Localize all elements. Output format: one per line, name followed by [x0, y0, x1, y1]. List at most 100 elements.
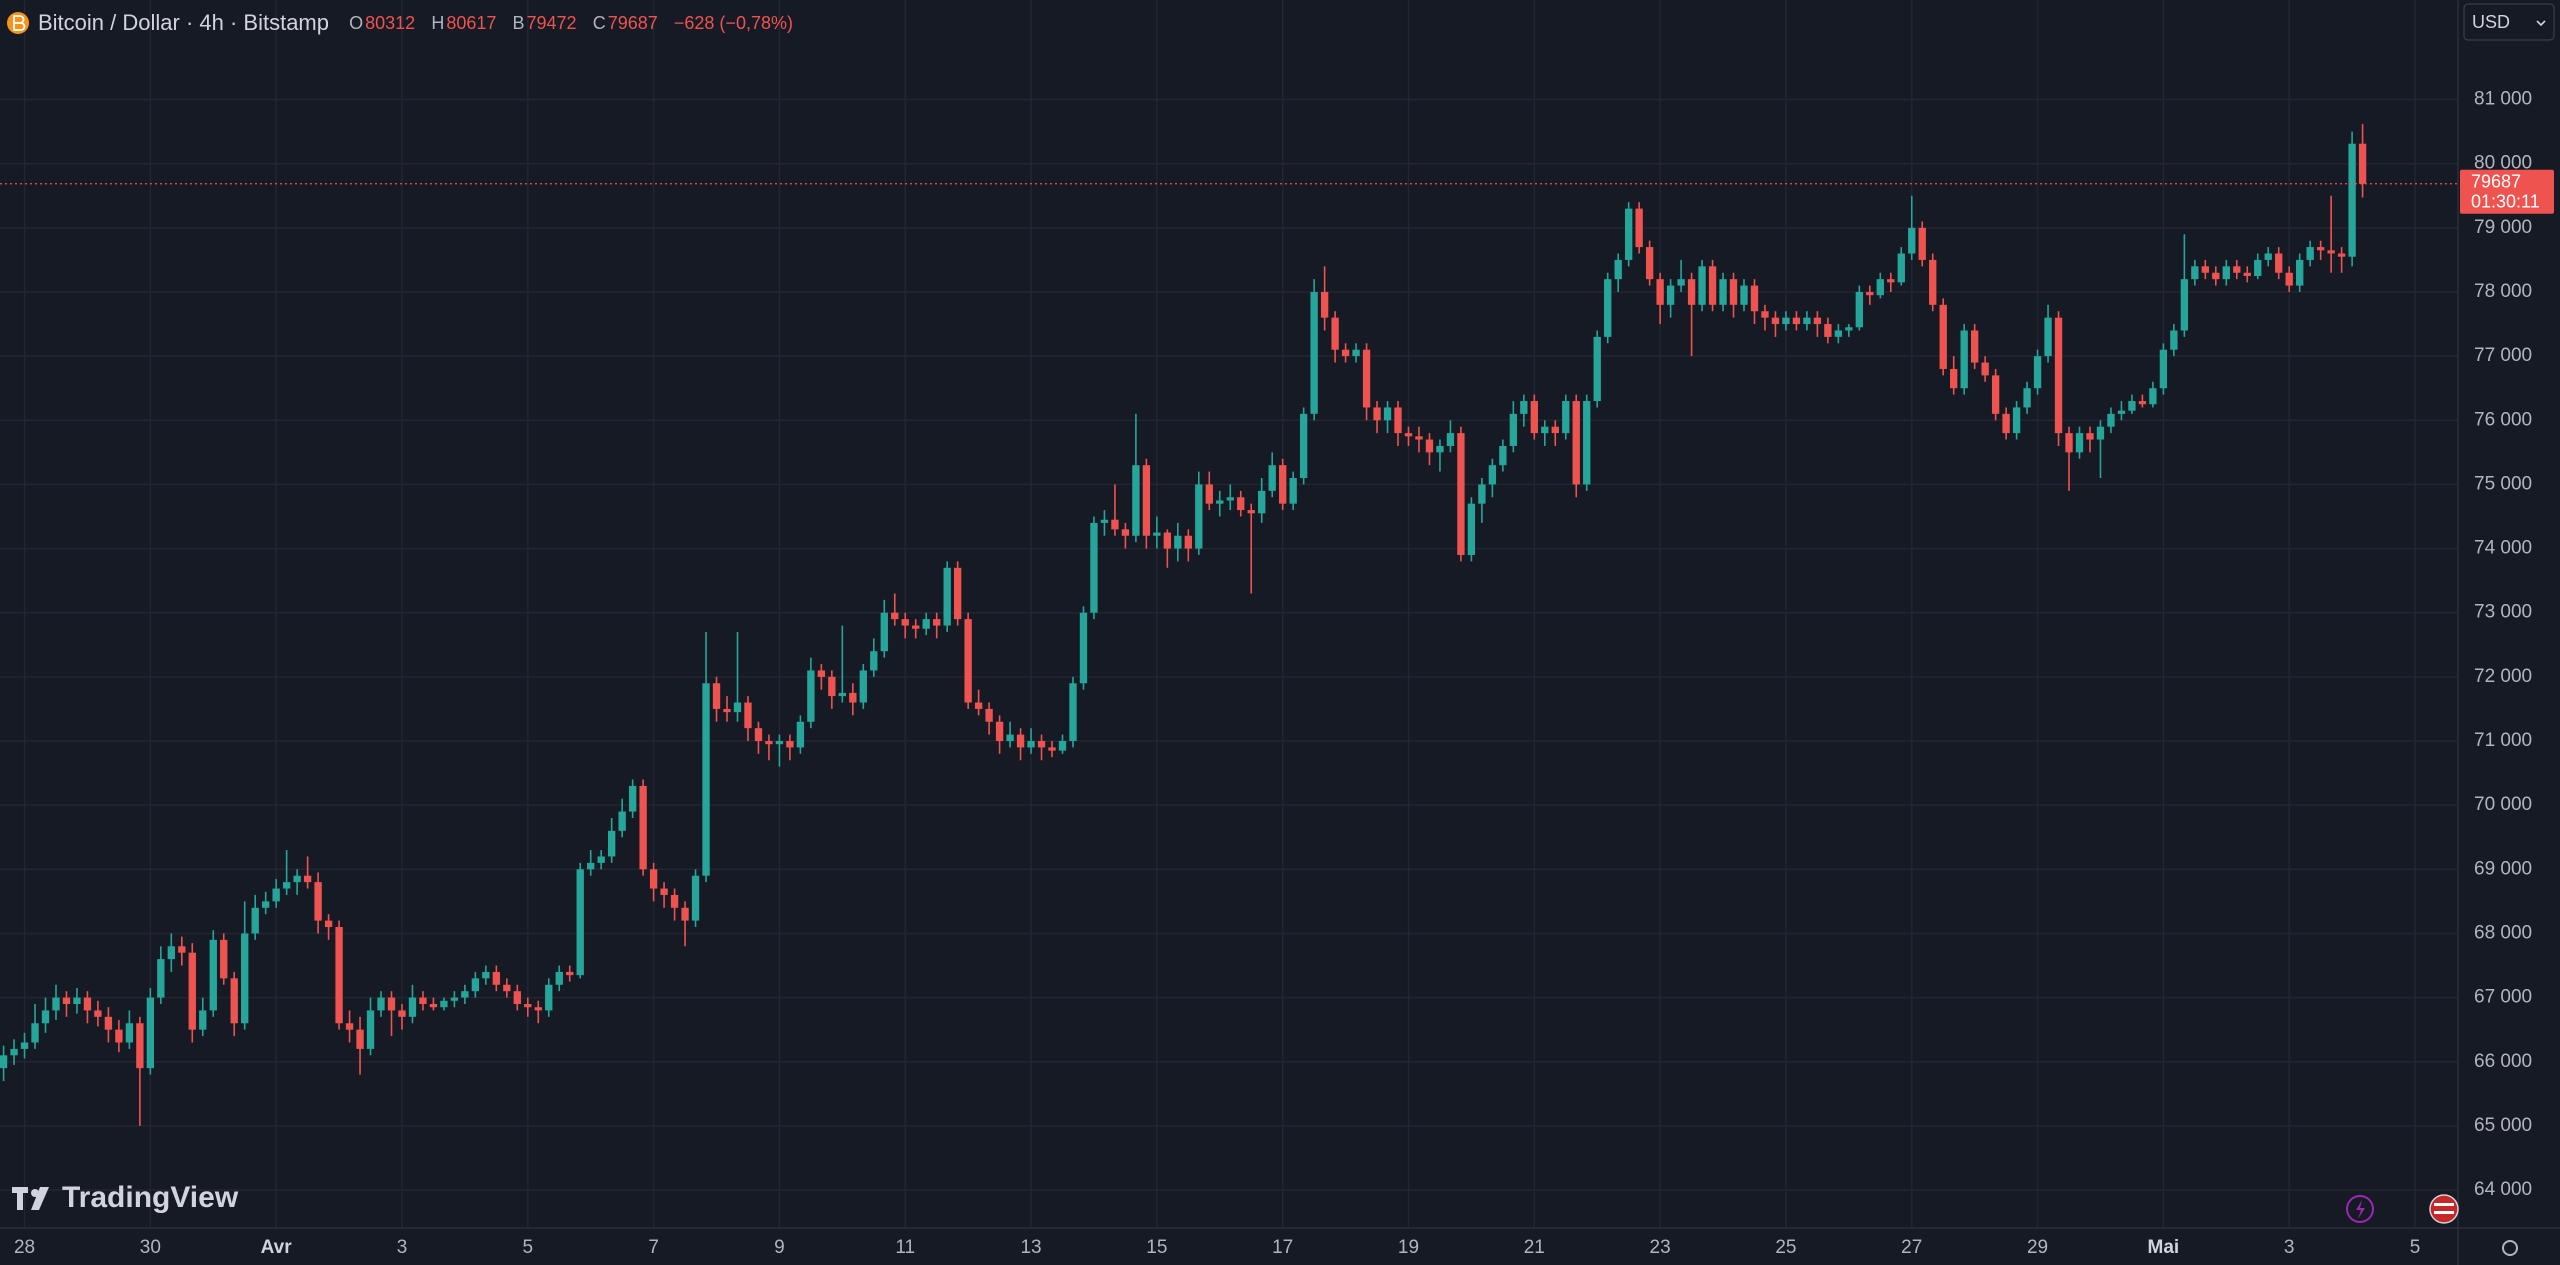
candle-body	[1991, 375, 2000, 414]
settings-icon[interactable]	[2502, 1240, 2518, 1256]
candle-body	[670, 894, 679, 908]
candle-body	[1100, 519, 1109, 523]
candle-body	[94, 1010, 102, 1017]
flag-stripe	[2434, 1211, 2454, 1214]
candle-body	[1383, 407, 1392, 421]
x-tick-label: Mai	[2148, 1237, 2180, 1258]
candle-body	[1698, 266, 1706, 305]
candle-body	[1279, 465, 1287, 504]
y-tick-label: 80 000	[2474, 153, 2532, 174]
candle-body	[1132, 465, 1140, 536]
candle-body	[691, 875, 700, 921]
x-tick-label: 3	[397, 1237, 408, 1258]
alert-icon[interactable]	[2346, 1195, 2374, 1223]
candle-body	[136, 1023, 144, 1069]
candle-body	[1562, 401, 1570, 434]
candle-body	[83, 997, 92, 1011]
candle-body	[262, 901, 270, 908]
candle-body	[1016, 734, 1025, 748]
candle-body	[115, 1029, 123, 1043]
candle-body	[639, 785, 647, 870]
candle-body	[1195, 484, 1203, 549]
candle-body	[450, 997, 459, 1001]
candle-body	[125, 1023, 134, 1043]
candle-body	[1362, 349, 1371, 408]
flag-stripe	[2434, 1203, 2454, 1206]
candle-body	[587, 862, 595, 870]
candle-body	[503, 984, 511, 992]
candle-body	[2075, 433, 2084, 453]
candle-body	[1048, 747, 1056, 751]
candle-body	[1729, 279, 1738, 305]
candle-body	[1394, 407, 1402, 434]
y-tick-label: 75 000	[2474, 473, 2532, 494]
candle-body	[1614, 259, 1622, 280]
candle-body	[1446, 433, 1455, 446]
symbol-title[interactable]: Bitcoin / Dollar · 4h · Bitstamp	[38, 10, 329, 35]
candle-body	[167, 946, 175, 960]
candle-body	[429, 1004, 438, 1008]
candle-body	[1247, 510, 1255, 514]
candle-body	[2170, 330, 2178, 350]
candle-body	[1950, 368, 1958, 389]
candle-body	[1908, 227, 1916, 254]
x-tick-label: 13	[1020, 1237, 1041, 1258]
candle-body	[1708, 266, 1717, 305]
ohlc-label: H	[431, 13, 444, 33]
candle-body	[1855, 291, 1864, 328]
candle-body	[366, 1010, 375, 1049]
candle-body	[2159, 349, 2168, 389]
candle-body	[1184, 535, 1192, 549]
alert-glyph	[2356, 1200, 2365, 1219]
candle-body	[1750, 285, 1759, 312]
candle-body	[1918, 227, 1926, 260]
candle-body	[209, 939, 217, 1011]
flag-icon[interactable]	[2429, 1194, 2459, 1224]
y-tick-label: 72 000	[2474, 666, 2532, 687]
candle-body	[1740, 285, 1748, 305]
candle-body	[1939, 304, 1947, 369]
candle-body	[2138, 401, 2147, 405]
candle-body	[1226, 497, 1234, 501]
y-tick-label: 71 000	[2474, 730, 2532, 751]
candle-body	[838, 692, 846, 697]
candle-body	[786, 741, 794, 748]
candle-body	[1237, 497, 1245, 511]
candle-body	[1541, 426, 1549, 434]
coin-glyph	[13, 15, 26, 31]
candle-body	[1813, 317, 1822, 325]
candle-body	[377, 997, 385, 1011]
currency-label[interactable]: USD	[2472, 12, 2510, 32]
candle-body	[1625, 208, 1633, 260]
y-tick-label: 79 000	[2474, 217, 2532, 238]
candle-body	[534, 1007, 542, 1011]
candle-body	[723, 708, 731, 713]
candle-body	[607, 830, 616, 857]
candle-body	[2358, 143, 2367, 184]
candle-body	[1677, 279, 1685, 286]
currency-button[interactable]	[2463, 3, 2555, 41]
candle-body	[1876, 279, 1884, 296]
candle-body	[1488, 465, 1497, 485]
candle-body	[2033, 356, 2042, 389]
candle-body	[2296, 259, 2304, 286]
y-tick-label: 74 000	[2474, 538, 2532, 559]
candle-body	[555, 971, 563, 985]
candle-body	[157, 959, 165, 998]
candle-body	[1174, 535, 1182, 549]
x-tick-label: 25	[1775, 1237, 1796, 1258]
candle-body	[2149, 388, 2157, 405]
candle-body	[2222, 266, 2230, 280]
candle-body	[2233, 266, 2241, 273]
candle-body	[2243, 272, 2251, 276]
candle-body	[492, 971, 501, 985]
x-tick-label: 3	[2284, 1237, 2295, 1258]
candle-body	[1069, 683, 1077, 742]
candle-body	[230, 978, 238, 1024]
y-tick-label: 73 000	[2474, 602, 2532, 623]
candle-body	[964, 619, 972, 703]
candle-body	[2264, 253, 2272, 260]
x-tick-label: 15	[1146, 1237, 1167, 1258]
candle-body	[1530, 401, 1538, 434]
